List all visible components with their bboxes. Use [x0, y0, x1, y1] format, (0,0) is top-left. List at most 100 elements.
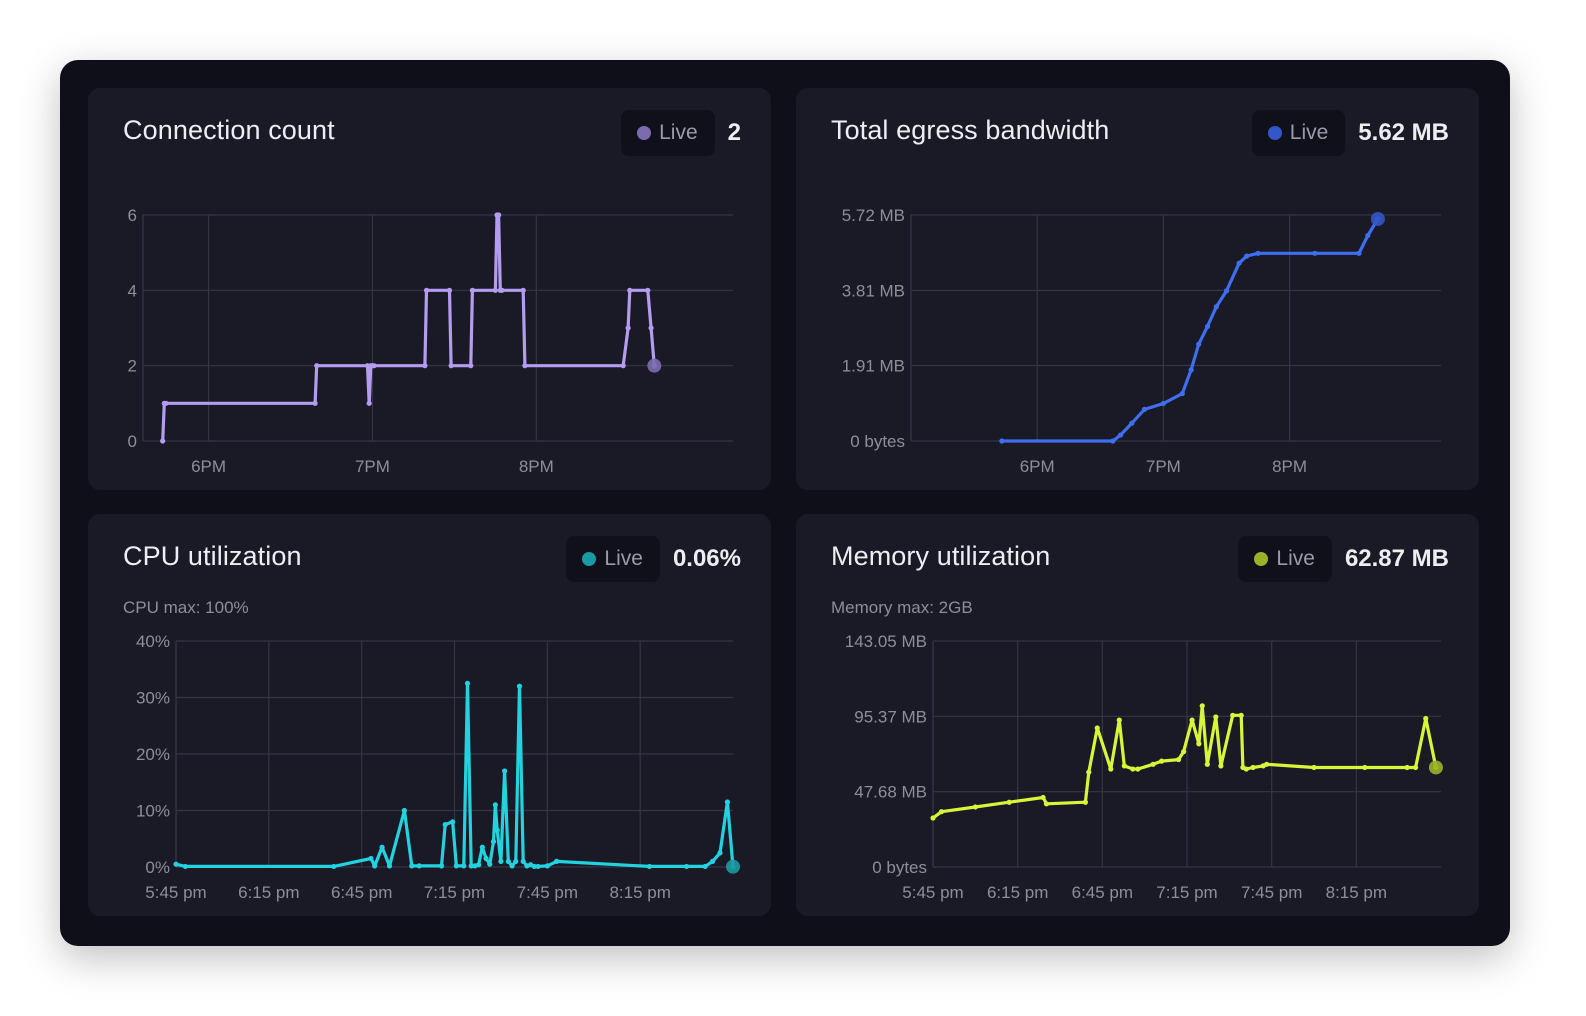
- data-point: [683, 863, 690, 870]
- live-label: Live: [659, 121, 698, 144]
- y-tick-label: 47.68 MB: [854, 783, 927, 802]
- data-point: [401, 807, 407, 814]
- cpu-utilization-chart[interactable]: 0% 10% 20% 30% 40% 5:45 pm 6:15 pm 6:45 pm 7:15 …: [88, 514, 771, 916]
- live-endpoint-marker: [647, 358, 662, 373]
- live-label: Live: [1276, 547, 1315, 570]
- live-badge[interactable]: Live: [1238, 536, 1332, 582]
- data-point: [1189, 717, 1195, 723]
- y-tick-label: 0%: [145, 858, 170, 877]
- data-point: [520, 858, 526, 864]
- data-point: [1150, 761, 1156, 767]
- data-point: [379, 844, 385, 850]
- current-value: 62.87 MB: [1344, 545, 1449, 572]
- data-point: [416, 863, 422, 869]
- data-point: [182, 863, 188, 870]
- data-point: [386, 863, 393, 869]
- panel-title: CPU utilization: [123, 541, 302, 571]
- data-point: [1223, 288, 1230, 294]
- data-point: [520, 287, 526, 293]
- data-point: [1159, 758, 1165, 764]
- memory-utilization-chart[interactable]: 0 bytes 47.68 MB 95.37 MB 143.05 MB 5:45 pm 6…: [796, 514, 1479, 916]
- data-point: [468, 363, 474, 369]
- data-point: [1082, 799, 1088, 805]
- data-point: [492, 802, 498, 808]
- data-point: [453, 863, 459, 869]
- data-point: [469, 287, 476, 293]
- live-badge[interactable]: Live: [1251, 110, 1346, 156]
- data-point: [1130, 766, 1136, 772]
- y-tick-label: 10%: [136, 802, 170, 821]
- data-point: [498, 858, 504, 864]
- live-label: Live: [1289, 121, 1329, 144]
- data-point: [1110, 438, 1116, 444]
- current-value: 2: [727, 119, 741, 146]
- data-point: [645, 287, 651, 293]
- data-point: [314, 363, 320, 369]
- current-value: 0.06%: [672, 545, 741, 572]
- data-point: [502, 768, 508, 774]
- data-point: [1423, 715, 1429, 722]
- data-point: [1108, 766, 1114, 772]
- egress-bandwidth-chart[interactable]: 0 bytes 1.91 MB 3.81 MB 5.72 MB 6PM 7PM 8PM: [796, 88, 1479, 490]
- data-point: [1413, 764, 1419, 771]
- data-point: [1188, 367, 1194, 373]
- data-point: [1213, 714, 1219, 720]
- data-point: [461, 863, 467, 869]
- data-point: [938, 809, 945, 815]
- y-tick-label: 6: [128, 206, 137, 225]
- y-tick-label: 95.37 MB: [854, 707, 927, 726]
- live-dot-icon: [582, 552, 597, 566]
- data-point: [1086, 769, 1092, 775]
- x-tick-label: 7:15 pm: [1156, 883, 1217, 902]
- data-point: [1116, 717, 1122, 723]
- connection-count-chart[interactable]: 0 2 4 6 6PM 7PM 8PM: [88, 88, 771, 490]
- live-endpoint-marker: [1428, 760, 1443, 775]
- cpu-utilization-panel: CPU utilization Live 0.06% CPU max: 100%…: [88, 514, 771, 916]
- data-point: [535, 863, 541, 870]
- egress-bandwidth-panel: Total egress bandwidth Live 5.62 MB 0 by…: [796, 88, 1479, 490]
- data-point: [479, 844, 485, 850]
- data-point: [1238, 712, 1244, 718]
- x-tick-label: 7:45 pm: [517, 883, 578, 902]
- live-endpoint-marker: [1370, 211, 1385, 226]
- data-point: [1356, 250, 1362, 256]
- x-tick-label: 8:15 pm: [1326, 883, 1387, 902]
- data-point: [499, 287, 505, 293]
- live-badge[interactable]: Live: [621, 110, 715, 156]
- data-point: [1362, 764, 1368, 771]
- data-point: [724, 799, 731, 805]
- data-point: [999, 438, 1005, 444]
- data-point: [1043, 801, 1050, 807]
- data-point: [494, 827, 500, 833]
- data-point: [1243, 766, 1249, 772]
- y-tick-label: 30%: [136, 689, 170, 708]
- live-dot-icon: [1267, 126, 1282, 140]
- data-point: [1312, 250, 1318, 256]
- y-tick-label: 3.81 MB: [842, 281, 905, 300]
- data-point: [522, 363, 528, 369]
- x-tick-label: 6PM: [1020, 457, 1055, 476]
- data-point: [709, 858, 716, 864]
- data-point: [1204, 323, 1211, 330]
- data-point: [1006, 799, 1012, 805]
- data-point: [972, 804, 978, 810]
- current-value: 5.62 MB: [1358, 119, 1449, 146]
- live-dot-icon: [637, 126, 652, 140]
- live-badge[interactable]: Live: [566, 536, 660, 582]
- data-point: [492, 287, 498, 293]
- data-point: [312, 400, 318, 406]
- x-tick-label: 7:15 pm: [424, 883, 485, 902]
- data-point: [516, 683, 523, 689]
- x-tick-label: 8PM: [1272, 457, 1307, 476]
- data-point: [1236, 260, 1242, 266]
- x-tick-label: 6:45 pm: [331, 883, 392, 902]
- data-point: [464, 680, 471, 686]
- data-point: [1141, 406, 1148, 412]
- connection-count-panel: Connection count Live 2 0 2 4 6 6PM 7PM 8PM: [88, 88, 771, 490]
- data-point: [442, 822, 448, 828]
- x-tick-label: 6:15 pm: [238, 883, 299, 902]
- data-point: [717, 850, 723, 856]
- data-point: [173, 861, 179, 867]
- data-point: [930, 815, 936, 821]
- data-point: [446, 287, 453, 293]
